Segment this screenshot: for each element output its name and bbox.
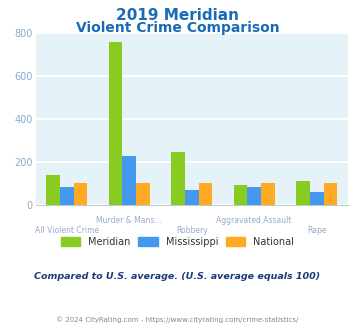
- Bar: [171, 152, 185, 205]
- Bar: [136, 183, 150, 205]
- Bar: [234, 185, 247, 205]
- Text: Violent Crime Comparison: Violent Crime Comparison: [76, 21, 279, 35]
- Bar: [296, 181, 310, 205]
- Bar: [122, 156, 136, 205]
- Text: All Violent Crime: All Violent Crime: [35, 226, 99, 235]
- Text: © 2024 CityRating.com - https://www.cityrating.com/crime-statistics/: © 2024 CityRating.com - https://www.city…: [56, 317, 299, 323]
- Text: Rape: Rape: [307, 226, 326, 235]
- Bar: [198, 183, 212, 205]
- Bar: [60, 187, 73, 205]
- Bar: [323, 183, 337, 205]
- Legend: Meridian, Mississippi, National: Meridian, Mississippi, National: [57, 233, 298, 251]
- Bar: [247, 187, 261, 205]
- Text: Compared to U.S. average. (U.S. average equals 100): Compared to U.S. average. (U.S. average …: [34, 272, 321, 281]
- Text: Murder & Mans...: Murder & Mans...: [97, 216, 162, 225]
- Bar: [261, 183, 275, 205]
- Bar: [46, 175, 60, 205]
- Bar: [310, 192, 323, 205]
- Bar: [73, 183, 87, 205]
- Bar: [185, 189, 198, 205]
- Text: Aggravated Assault: Aggravated Assault: [217, 216, 292, 225]
- Bar: [109, 42, 122, 205]
- Text: 2019 Meridian: 2019 Meridian: [116, 8, 239, 23]
- Text: Robbery: Robbery: [176, 226, 208, 235]
